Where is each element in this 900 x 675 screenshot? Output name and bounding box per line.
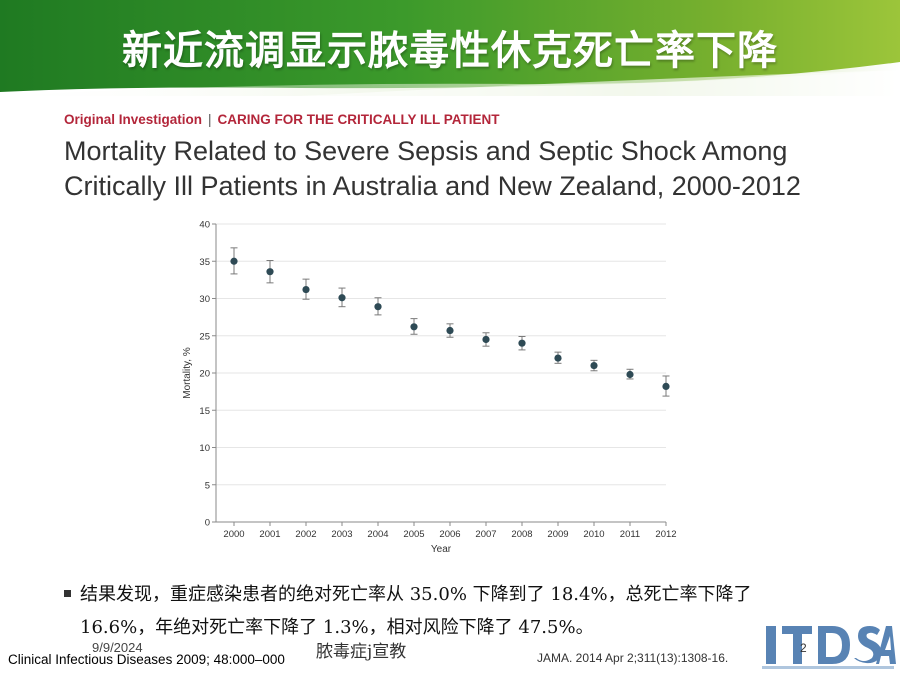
data-point [266, 268, 274, 276]
article-figure: Original Investigation | CARING FOR THE CR… [46, 104, 846, 574]
x-tick-label: 2001 [259, 529, 280, 540]
finding-part: ，相对风险下降了 [368, 617, 519, 638]
y-axis-label: Mortality, % [182, 347, 193, 399]
x-tick-label: 2006 [439, 529, 460, 540]
itdsa-logo-icon [760, 616, 896, 672]
x-tick-label: 2003 [331, 529, 352, 540]
footer-note: 脓毒症j宣教 [316, 642, 407, 662]
data-point [446, 326, 454, 335]
y-tick-label: 0 [205, 518, 210, 529]
article-title-line1: Mortality Related to Severe Sepsis and S… [64, 136, 788, 166]
data-point [554, 354, 562, 362]
finding-value: 1.3% [322, 617, 369, 638]
data-point [302, 285, 310, 294]
left-citation: Clinical Infectious Diseases 2009; 48:00… [8, 652, 285, 667]
finding-part: 。 [575, 617, 594, 638]
data-point [338, 294, 346, 302]
page-number: 2 [800, 641, 807, 655]
title-banner [0, 0, 900, 96]
finding-part: 下降到了 [466, 584, 551, 605]
x-tick-label: 2000 [223, 529, 244, 540]
finding-value: 35.0% [409, 584, 467, 605]
y-tick-label: 5 [205, 480, 210, 491]
article-title: Mortality Related to Severe Sepsis and S… [64, 134, 854, 204]
finding-text: 结果发现，重症感染患者的绝对死亡率从 35.0% 下降到了 18.4%，总死亡率… [80, 578, 824, 644]
data-point [482, 335, 490, 344]
data-point [410, 323, 418, 331]
right-citation: JAMA. 2014 Apr 2;311(13):1308-16. [537, 651, 729, 665]
finding-part: ，总死亡率下降了 [607, 584, 752, 605]
data-point [626, 370, 634, 379]
x-tick-label: 2005 [403, 529, 424, 540]
x-tick-label: 2008 [511, 529, 532, 540]
category-label: CARING FOR THE CRITICALLY ILL PATIENT [217, 112, 500, 127]
x-axis-label: Year [431, 544, 452, 555]
y-tick-label: 25 [199, 331, 210, 342]
finding-value: 47.5% [518, 617, 576, 638]
x-tick-label: 2010 [583, 529, 604, 540]
x-tick-label: 2004 [367, 529, 388, 540]
section-label: Original Investigation [64, 112, 203, 127]
x-tick-label: 2007 [475, 529, 496, 540]
y-tick-label: 15 [199, 406, 210, 417]
finding-value: 18.4% [550, 584, 608, 605]
data-point [230, 257, 238, 265]
data-point [374, 303, 382, 311]
finding-part: ，年绝对死亡率下降了 [137, 617, 323, 638]
x-tick-label: 2012 [655, 529, 676, 540]
finding-part: 结果发现，重症感染患者的绝对死亡率从 [80, 584, 410, 605]
article-title-line2: Critically Ill Patients in Australia and… [64, 171, 801, 201]
data-point [590, 361, 598, 370]
finding-bullet: 结果发现，重症感染患者的绝对死亡率从 35.0% 下降到了 18.4%，总死亡率… [64, 578, 824, 644]
y-tick-label: 35 [199, 257, 210, 268]
article-kicker: Original Investigation | CARING FOR THE CR… [64, 112, 500, 127]
y-tick-label: 40 [199, 220, 210, 231]
finding-value: 16.6% [80, 617, 138, 638]
y-tick-label: 20 [199, 369, 210, 380]
slide-date: 9/9/2024 [92, 640, 143, 655]
y-tick-label: 30 [199, 294, 210, 305]
x-tick-label: 2009 [547, 529, 568, 540]
bullet-square-icon [64, 590, 71, 597]
kicker-separator: | [208, 112, 212, 127]
data-point [662, 382, 670, 391]
slide-title: 新近流调显示脓毒性休克死亡率下降 [122, 28, 778, 74]
y-tick-label: 10 [199, 443, 210, 454]
data-point [518, 339, 526, 347]
x-tick-label: 2011 [620, 529, 640, 540]
x-tick-label: 2002 [295, 529, 316, 540]
